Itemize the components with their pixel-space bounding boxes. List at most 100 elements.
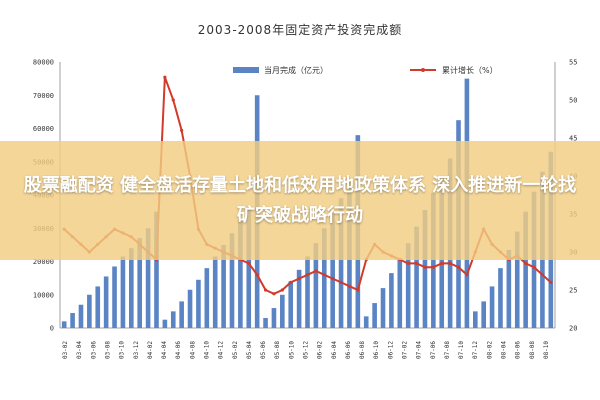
bar (170, 311, 176, 328)
bar (187, 289, 193, 328)
x-tick-label: 06-10 (373, 341, 380, 359)
bar (120, 256, 126, 328)
bar (489, 286, 495, 328)
x-tick-label: 06-04 (331, 341, 338, 359)
bar (238, 219, 243, 328)
bar (313, 243, 319, 328)
x-tick-label: 05-04 (246, 341, 253, 359)
x-tick-label: 04-10 (204, 341, 211, 359)
line-point (423, 265, 427, 269)
line-point (440, 261, 444, 265)
line-point (171, 98, 175, 102)
right-tick-label: 50 (569, 97, 577, 105)
x-tick-label: 07-08 (444, 341, 451, 359)
x-tick-label: 03-02 (62, 341, 69, 359)
x-tick-label: 07-04 (416, 341, 423, 359)
bar (103, 276, 109, 328)
bar (129, 248, 134, 328)
x-tick-label: 05-02 (232, 341, 239, 359)
line-point (448, 261, 452, 265)
x-tick-label: 05-12 (303, 341, 310, 359)
right-tick-label: 45 (569, 135, 577, 143)
bar (95, 286, 101, 328)
bar (321, 228, 327, 328)
bar (204, 268, 210, 328)
line-point (305, 273, 310, 277)
bar (221, 244, 226, 328)
x-tick-label: 06-12 (387, 341, 394, 359)
bar (212, 256, 218, 328)
line-point (431, 265, 435, 269)
x-tick-label: 08-04 (501, 341, 508, 359)
legend-bar-label: 当月完成（亿元） (264, 65, 328, 75)
line-point (263, 288, 268, 292)
line-point (163, 75, 167, 79)
x-tick-label: 08-10 (543, 341, 550, 359)
bar (196, 279, 201, 328)
x-tick-label: 05-06 (260, 341, 267, 359)
left-tick-label: 20000 (33, 258, 54, 266)
left-tick-label: 70000 (33, 92, 54, 100)
x-tick-label: 03-08 (105, 341, 112, 359)
bar (405, 243, 411, 328)
legend-line-label: 累计增长（%） (442, 65, 498, 75)
bar (372, 303, 377, 328)
bar (229, 233, 235, 328)
left-tick-label: 60000 (33, 125, 54, 133)
right-tick-label: 25 (569, 287, 577, 295)
x-tick-label: 05-08 (274, 341, 281, 359)
left-tick-label: 10000 (33, 291, 54, 299)
right-tick-label: 55 (569, 59, 577, 67)
x-tick-label: 07-06 (430, 341, 437, 359)
bar (296, 269, 302, 328)
line-point (549, 280, 553, 284)
x-tick-label: 04-04 (161, 341, 168, 359)
x-tick-label: 06-02 (317, 341, 324, 359)
line-point (272, 292, 276, 296)
x-tick-label: 03-04 (76, 341, 83, 359)
headline-text[interactable]: 股票融配资 健全盘活存量土地和低效用地政策体系 深入推进新一轮找矿突破战略行动 (23, 174, 577, 226)
bar (70, 313, 75, 328)
x-tick-label: 04-08 (189, 341, 196, 359)
bar (246, 206, 252, 328)
line-point (331, 277, 335, 281)
bar (145, 228, 151, 328)
bar (61, 321, 67, 328)
bar (363, 316, 369, 328)
x-tick-label: 07-10 (458, 341, 465, 359)
legend: 当月完成（亿元） 累计增长（%） (233, 65, 498, 75)
line-point (289, 280, 293, 284)
bar (472, 311, 478, 328)
line-point (532, 265, 536, 269)
x-tick-label: 04-06 (175, 341, 182, 359)
left-tick-label: 0 (50, 325, 54, 333)
bar (154, 211, 159, 328)
bar (137, 238, 143, 328)
right-tick-label: 20 (569, 325, 577, 333)
bar (162, 319, 168, 328)
line-point (180, 128, 184, 132)
left-tick-label: 80000 (33, 59, 54, 67)
line-point (280, 288, 284, 292)
x-tick-label: 03-12 (133, 341, 140, 359)
headline-banner: 股票融配资 健全盘活存量土地和低效用地政策体系 深入推进新一轮找矿突破战略行动 (0, 141, 600, 260)
legend-line-marker (421, 68, 425, 72)
bar (389, 273, 394, 328)
line-point (456, 265, 461, 269)
x-tick-label: 06-06 (345, 341, 352, 359)
line-point (406, 261, 410, 265)
bar (498, 268, 503, 328)
line-point (524, 261, 528, 265)
x-tick-label: 07-12 (472, 341, 479, 359)
bar (280, 294, 285, 328)
bar (481, 301, 486, 328)
bar (263, 318, 268, 328)
bar (523, 211, 528, 328)
line-point (322, 273, 326, 277)
legend-bar-swatch (233, 67, 259, 73)
bar (506, 249, 512, 328)
x-tick-label: 04-12 (218, 341, 225, 359)
line-point (255, 273, 259, 277)
bar (397, 258, 403, 328)
bar (179, 301, 184, 328)
